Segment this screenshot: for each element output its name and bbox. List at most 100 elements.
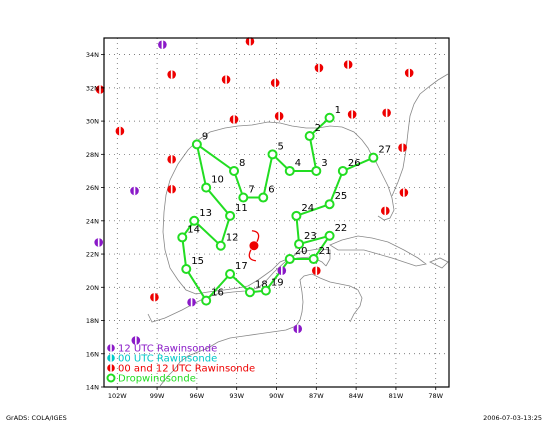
drop-point [284, 254, 295, 265]
footer-left: GrADS: COLA/IGES [6, 414, 67, 422]
drop-point [368, 152, 379, 163]
drop-point [337, 165, 348, 176]
marker-band [408, 68, 410, 78]
drop-point-label: 14 [187, 224, 200, 235]
marker-band [278, 111, 280, 121]
drop-point-label: 15 [191, 256, 204, 267]
legend-swatch-dropwindsonde [106, 373, 116, 383]
footer-timestamp: 2006-07-03-13:25 [483, 414, 542, 422]
cuba-outline [329, 235, 427, 267]
drop-point-label: 1 [335, 105, 341, 116]
lat-tick-label: 30N [86, 118, 99, 126]
lon-tick-label: 78W [428, 392, 443, 400]
drop-point [291, 210, 302, 221]
drop-point-label: 25 [335, 191, 348, 202]
drop-point-label: 10 [211, 175, 224, 186]
station-rboth [167, 155, 176, 164]
station-rboth [312, 266, 321, 275]
station-r12 [131, 336, 141, 345]
central-america-coast [159, 273, 363, 387]
drop-point [267, 149, 278, 160]
station-rboth [95, 85, 105, 94]
map-frame [103, 37, 450, 388]
lat-tick-label: 22N [86, 251, 99, 259]
legend-swatch-r12 [107, 344, 115, 352]
lat-tick-label: 32N [86, 84, 99, 92]
lat-tick-label: 20N [86, 284, 99, 292]
lon-tick-label: 87W [309, 392, 324, 400]
station-rboth [399, 188, 409, 197]
lon-tick-label: 102W [108, 392, 127, 400]
drop-point-label: 26 [348, 158, 361, 169]
lat-tick-label: 34N [86, 51, 99, 59]
marker-band [249, 37, 251, 46]
station-rboth [245, 37, 255, 46]
drop-point [225, 210, 236, 221]
lon-tick-label: 96W [190, 392, 205, 400]
marker-band [296, 324, 299, 334]
marker-band [97, 238, 100, 247]
station-rboth [167, 70, 176, 79]
marker-band [281, 266, 283, 275]
drop-point-label: 23 [304, 231, 317, 242]
lon-tick-label: 90W [269, 392, 284, 400]
marker-band [274, 78, 276, 88]
station-rboth [274, 111, 284, 121]
marker-band [190, 297, 193, 307]
drop-point-label: 11 [235, 203, 248, 214]
drop-point-label: 18 [255, 279, 268, 290]
drop-point [238, 192, 249, 203]
lat-tick-label: 16N [86, 350, 99, 358]
drop-point-label: 22 [335, 223, 348, 234]
station-rboth [150, 292, 159, 302]
lat-tick-label: 28N [86, 151, 99, 159]
hurricane-symbol [248, 230, 260, 262]
station-rboth [221, 75, 231, 84]
marker-band [401, 143, 404, 152]
station-rboth [314, 63, 324, 73]
hispaniola-outline [429, 257, 449, 269]
drop-point-label: 7 [248, 185, 254, 196]
lat-tick-label: 14N [86, 384, 99, 392]
drop-point [225, 268, 236, 279]
drop-point-label: 24 [301, 203, 314, 214]
drop-point-label: 20 [295, 246, 308, 257]
marker-band [110, 354, 112, 362]
marker-band [403, 188, 405, 197]
rawinsonde-stations [94, 37, 414, 345]
drop-point-label: 12 [226, 233, 239, 244]
drop-point [215, 240, 226, 251]
marker-band [99, 85, 101, 94]
drop-point-label: 9 [202, 131, 208, 142]
station-r12 [130, 186, 139, 196]
station-rboth [343, 60, 353, 69]
marker-band [384, 206, 387, 216]
axis-tick-labels: 102W 99W 96W 93W 90W 87W 84W 81W 78W 14N 16N 18N 20N… [86, 51, 444, 400]
legend-swatch-rboth [107, 364, 115, 372]
station-rboth [382, 108, 391, 118]
station-r12 [293, 324, 303, 334]
station-r12 [94, 238, 103, 247]
marker-band [110, 344, 112, 352]
lon-tick-label: 81W [389, 392, 404, 400]
drop-point [201, 295, 212, 306]
lon-tick-label: 99W [150, 392, 165, 400]
legend-label: 12 UTC Rawinsonde [118, 344, 217, 355]
drop-point [284, 165, 295, 176]
drop-point [181, 264, 192, 275]
lon-tick-label: 93W [229, 392, 244, 400]
drop-point [201, 182, 212, 193]
legend-label: 00 and 12 UTC Rawinsonde [118, 364, 255, 375]
station-rboth [398, 143, 407, 152]
drop-point-label: 19 [271, 278, 284, 289]
coastline [147, 73, 449, 387]
marker-band [351, 110, 353, 119]
drop-point [324, 199, 335, 210]
marker-band [318, 63, 320, 73]
drop-point-label: 27 [378, 145, 391, 156]
drop-point [324, 112, 335, 123]
lat-tick-label: 26N [86, 184, 99, 192]
marker-band [170, 155, 173, 164]
